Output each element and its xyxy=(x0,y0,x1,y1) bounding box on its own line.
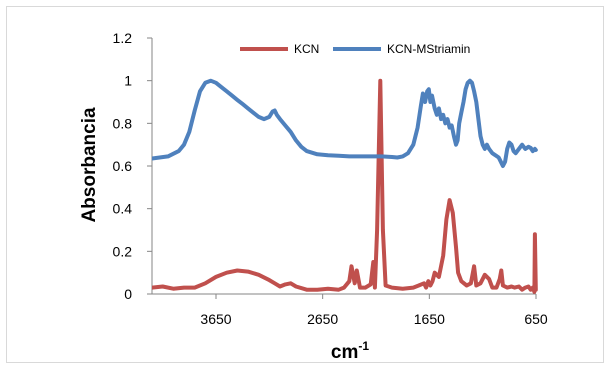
legend: KCN KCN-MStriamin xyxy=(240,42,470,56)
x-tick-label: 1650 xyxy=(414,311,445,327)
legend-label-kcn: KCN xyxy=(294,42,319,56)
y-tick-label: 0 xyxy=(124,286,132,302)
y-axis-title: Absorbancia xyxy=(79,107,100,223)
y-tick-label: 1.2 xyxy=(113,30,133,46)
y-tick-label: 0.6 xyxy=(113,158,133,174)
y-tick-label: 0.4 xyxy=(113,201,133,217)
axes: 0 0.2 0.4 0.6 0.8 1 1.2 3650 2650 1650 650 xyxy=(113,30,548,327)
x-axis-title: cm-1 xyxy=(331,339,369,363)
legend-label-kcn-mstriamin: KCN-MStriamin xyxy=(387,42,470,56)
series-line-kcn-mstriamin xyxy=(152,78,538,168)
chart-frame xyxy=(6,6,604,363)
y-tick-label: 0.8 xyxy=(113,115,133,131)
x-axis-title-base: cm xyxy=(331,342,358,363)
y-tick-label: 0.2 xyxy=(113,243,133,259)
x-tick-label: 2650 xyxy=(307,311,338,327)
series-layer xyxy=(152,78,538,294)
x-axis-title-exponent: -1 xyxy=(358,339,369,353)
y-tick-label: 1 xyxy=(124,73,132,89)
x-tick-label: 650 xyxy=(524,311,548,327)
x-tick-label: 3650 xyxy=(200,311,231,327)
series-line-kcn xyxy=(152,78,538,294)
